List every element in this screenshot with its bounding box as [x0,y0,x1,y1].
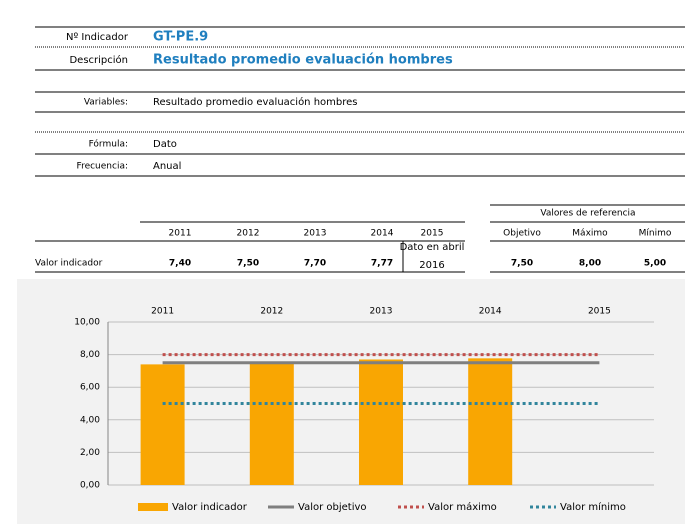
indicator-value: 7,40 [169,259,191,269]
reference-title: Valores de referencia [540,209,635,219]
year-header: 2012 [237,229,260,239]
reference-header: Máximo [572,229,608,239]
field-label: Fórmula: [89,139,128,150]
note: Dato en abril [400,242,465,253]
field-label: Variables: [84,98,128,108]
field-label: Frecuencia: [77,162,128,172]
y-tick-label: 4,00 [80,415,100,425]
legend-label: Valor indicador [172,502,248,513]
indicator-value: 7,50 [237,259,259,269]
x-tick-label: 2014 [479,307,502,317]
field-label: Nº Indicador [66,32,129,43]
bar [359,359,403,485]
bar [140,364,185,485]
reference-value: 5,00 [644,259,666,269]
field-value: Dato [153,139,177,150]
reference-header: Objetivo [503,229,541,239]
x-tick-label: 2012 [260,307,283,317]
year-header: 2013 [304,229,327,239]
field-value: Resultado promedio evaluación hombres [153,53,453,68]
x-tick-label: 2015 [588,307,611,317]
legend-label: Valor objetivo [298,502,367,513]
field-value: Anual [153,161,181,172]
year-header: 2011 [169,229,192,239]
bar [468,358,513,485]
field-value: Resultado promedio evaluación hombres [153,96,358,108]
bar [249,362,294,485]
y-tick-label: 2,00 [80,448,100,458]
note: 2016 [419,260,444,271]
field-label: Descripción [69,54,128,66]
legend-label: Valor máximo [428,501,497,513]
x-tick-label: 2011 [151,307,174,317]
y-tick-label: 0,00 [80,481,100,491]
reference-header: Mínimo [639,229,672,239]
y-tick-label: 8,00 [80,350,100,360]
reference-value: 7,50 [511,259,533,269]
legend-label: Valor mínimo [560,501,626,513]
year-header: 2014 [371,229,394,239]
x-tick-label: 2013 [370,307,393,317]
reference-value: 8,00 [579,259,601,269]
y-tick-label: 6,00 [80,383,100,393]
indicator-value: 7,77 [371,259,393,269]
legend-swatch [138,503,168,511]
indicator-value: 7,70 [304,259,326,269]
year-header: 2015 [421,229,444,239]
table-row-label: Valor indicador [35,259,103,269]
y-tick-label: 10,00 [74,318,100,328]
field-value: GT-PE.9 [153,30,208,45]
chart-background [17,279,685,524]
